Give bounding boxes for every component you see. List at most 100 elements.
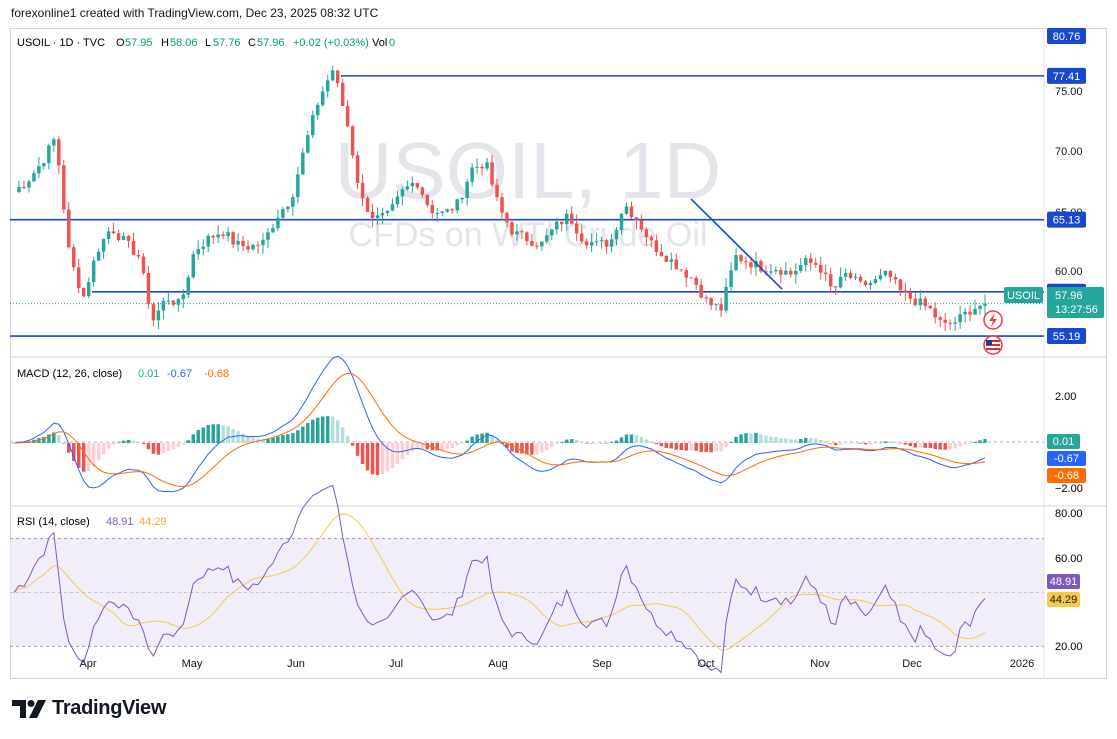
candle-body — [306, 135, 310, 153]
candle-body — [729, 270, 733, 287]
macd-histogram-bar — [744, 433, 748, 444]
candle — [569, 206, 574, 225]
legend-h-label: H — [161, 37, 169, 49]
candle — [848, 269, 853, 280]
trendline[interactable] — [690, 198, 783, 290]
time-tick: Jun — [287, 658, 305, 670]
macd-histogram-bar — [779, 438, 783, 444]
macd-histogram-bar — [181, 443, 186, 445]
candle — [400, 186, 405, 206]
macd-histogram-bar — [868, 443, 873, 445]
candle-body — [355, 155, 360, 183]
candle — [425, 194, 430, 208]
candle — [515, 223, 519, 241]
macd-histogram-bar — [739, 434, 743, 444]
candle-body — [330, 70, 335, 81]
level-label: 77.41 — [1053, 71, 1081, 83]
candle-body — [784, 270, 788, 275]
candle-body — [535, 245, 539, 247]
macd-histogram-bar — [654, 443, 659, 445]
macd-histogram-bar — [151, 443, 156, 454]
candle — [813, 257, 818, 268]
candle-body — [445, 209, 449, 212]
level-label: 55.19 — [1053, 331, 1081, 343]
candle-body — [375, 215, 380, 219]
macd-histogram-bar — [191, 434, 196, 444]
macd-histogram-bar — [360, 443, 365, 465]
macd-histogram-bar — [893, 441, 898, 444]
candle — [719, 297, 723, 318]
candle-body — [455, 199, 459, 211]
candle — [943, 313, 947, 332]
macd-histogram-bar — [350, 443, 355, 446]
candle — [445, 208, 449, 213]
macd-title: MACD (12, 26, close) — [17, 368, 122, 380]
macd-histogram-bar — [589, 443, 594, 444]
candle — [435, 208, 440, 223]
candle-body — [201, 246, 205, 249]
macd-histogram-bar — [704, 443, 708, 453]
candle-body — [579, 233, 584, 242]
macd-histogram-bar — [211, 424, 215, 444]
candle — [694, 275, 698, 291]
us-flag-event-icon[interactable] — [983, 335, 1003, 355]
candle — [261, 232, 265, 254]
candle — [96, 248, 101, 261]
macd-axis: 2.00 −2.00 — [1055, 391, 1083, 495]
level-label-bg — [1047, 67, 1086, 84]
candle — [808, 252, 813, 271]
candle — [52, 137, 56, 153]
candle — [236, 233, 240, 252]
candle-body — [569, 213, 574, 224]
candle — [584, 238, 589, 250]
macd-histogram-bar — [908, 443, 913, 447]
candle-body — [913, 298, 918, 306]
macd-histogram-bar — [604, 443, 609, 444]
legend-vol-label: Vol — [372, 37, 387, 49]
candle — [614, 226, 619, 246]
tradingview-logo[interactable]: TradingView — [12, 697, 166, 720]
candle-body — [868, 282, 873, 286]
macd-histogram-bar — [420, 443, 425, 449]
candle-body — [574, 223, 579, 234]
candle-body — [316, 104, 320, 116]
candle-body — [724, 286, 728, 311]
macd-histogram-bar — [594, 443, 599, 444]
macd-histogram-bar — [540, 443, 544, 453]
candle-body — [918, 298, 923, 306]
dividend-event-icon[interactable] — [983, 310, 1003, 330]
candle-body — [799, 265, 803, 271]
macd-histogram-bar — [52, 432, 56, 444]
candle — [460, 197, 464, 204]
candle-body — [749, 262, 753, 268]
candle — [141, 253, 146, 276]
tradingview-logo-icon — [12, 699, 46, 718]
candle — [699, 279, 703, 299]
candle — [47, 143, 51, 170]
candle-body — [649, 237, 654, 241]
candle-body — [853, 276, 858, 278]
candle — [858, 274, 863, 283]
macd-histogram-bar — [455, 443, 459, 446]
candle-body — [101, 239, 106, 252]
candle-body — [410, 182, 415, 187]
candle — [933, 302, 937, 324]
candle-body — [485, 162, 489, 169]
candle-body — [664, 255, 669, 262]
macd-hist-box-label: 0.01 — [1053, 436, 1074, 448]
chart-attribution: forexonline1 created with TradingView.co… — [11, 6, 379, 20]
candle — [659, 244, 664, 257]
macd-histogram-bar — [794, 439, 798, 444]
macd-histogram-bar — [91, 443, 96, 467]
candle — [455, 198, 459, 214]
candle-body — [47, 145, 51, 164]
price-tick: 70.00 — [1055, 146, 1083, 158]
candle — [17, 180, 21, 194]
candle-body — [968, 311, 972, 315]
candle-body — [963, 311, 967, 315]
candle-body — [196, 248, 200, 255]
legend-change: +0.02 (+0.03%) — [293, 37, 369, 49]
macd-histogram-bar — [57, 435, 61, 444]
candle — [888, 270, 893, 283]
